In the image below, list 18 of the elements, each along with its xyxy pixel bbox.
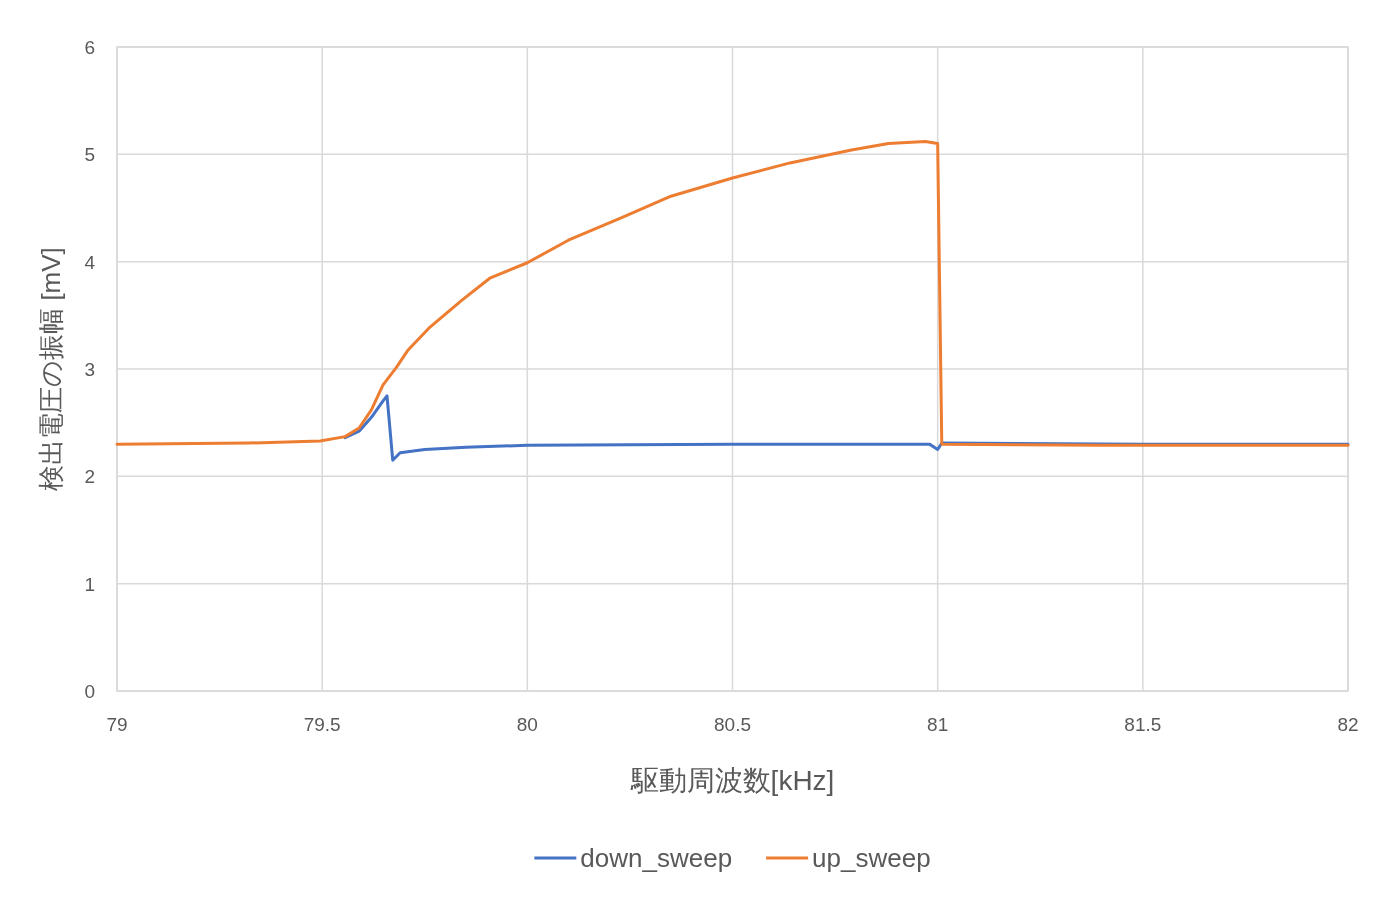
x-tick-label: 81.5 xyxy=(1124,714,1162,735)
y-tick-label: 5 xyxy=(84,144,95,166)
x-tick-label: 80 xyxy=(516,714,538,735)
x-tick-label: 82 xyxy=(1337,714,1359,735)
legend-label: down_sweep xyxy=(580,843,733,873)
x-axis-title: 駆動周波数[kHz] xyxy=(629,765,835,796)
y-tick-label: 6 xyxy=(84,37,95,58)
x-tick-label: 81 xyxy=(927,714,949,735)
x-tick-label: 80.5 xyxy=(714,714,751,735)
x-tick-label: 79.5 xyxy=(303,714,341,735)
y-tick-label: 0 xyxy=(84,681,95,702)
y-tick-label: 1 xyxy=(84,573,95,595)
y-tick-label: 4 xyxy=(84,251,96,273)
legend-label: up_sweep xyxy=(812,843,931,873)
y-axis-title: 検出電圧の振幅 [mV] xyxy=(36,247,66,491)
x-tick-label: 79 xyxy=(106,714,128,735)
y-tick-label: 2 xyxy=(84,466,95,488)
y-tick-label: 3 xyxy=(84,359,95,380)
